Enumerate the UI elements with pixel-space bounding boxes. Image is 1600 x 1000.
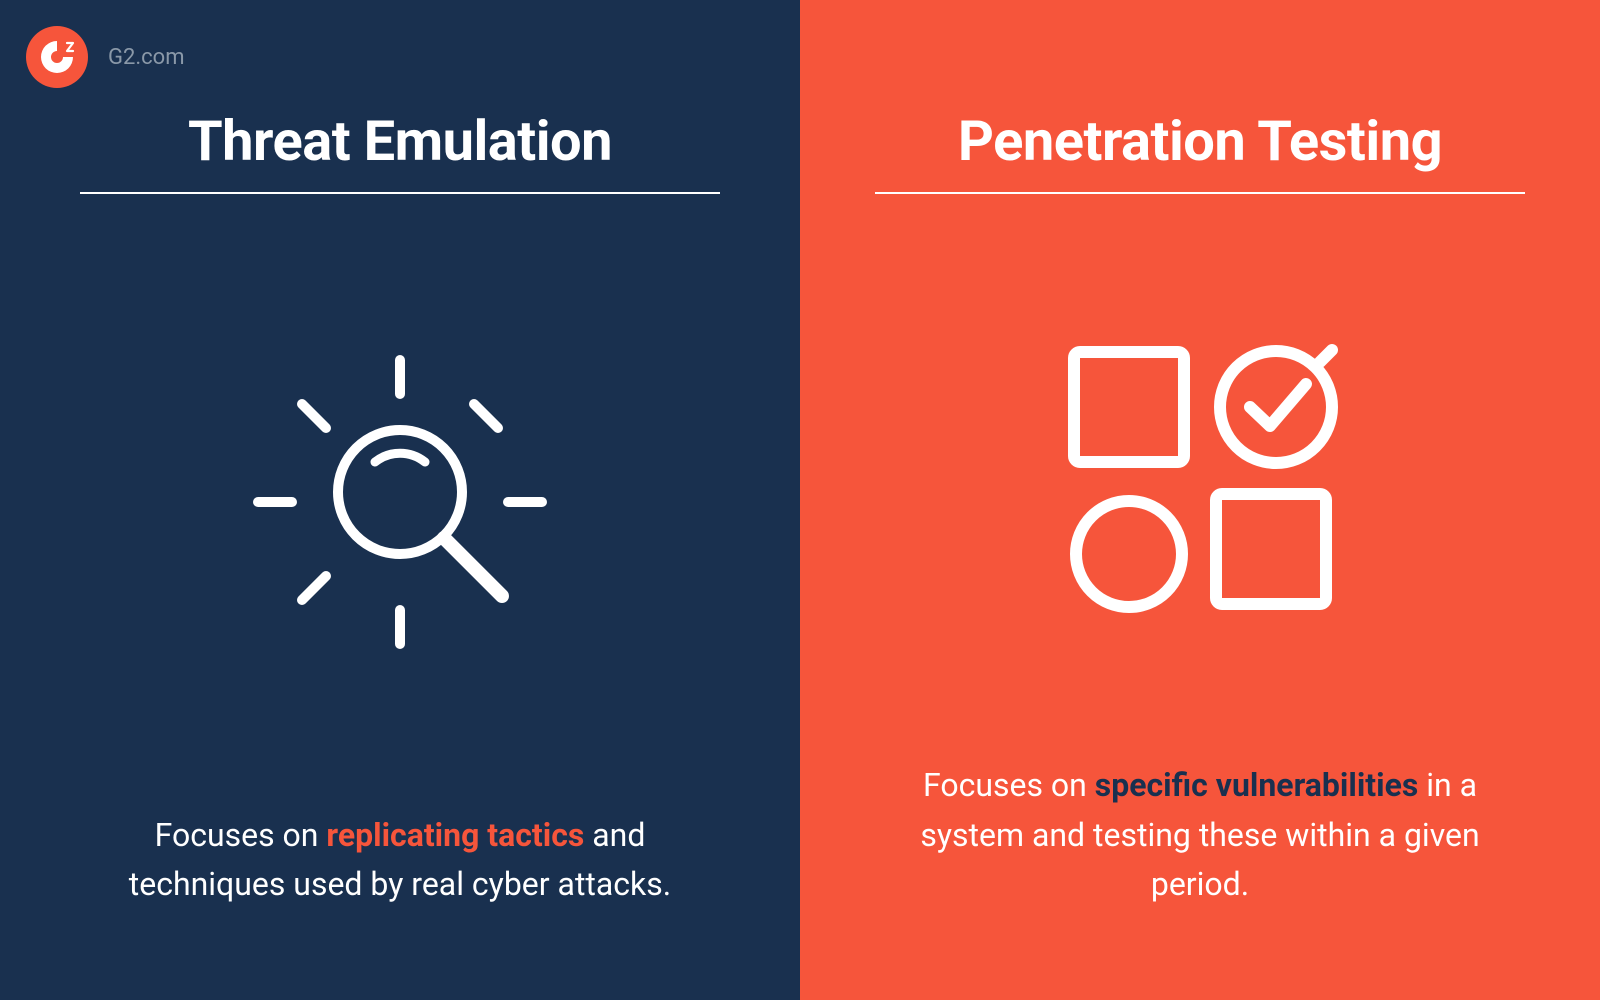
left-desc-prefix: Focuses on: [155, 816, 327, 854]
left-description: Focuses on replicating tactics and techn…: [90, 811, 710, 910]
right-title: Penetration Testing: [958, 108, 1442, 192]
brand-label: G2.com: [108, 45, 185, 70]
g2-logo: [26, 26, 88, 88]
left-icon-zone: [70, 194, 730, 811]
right-description: Focuses on specific vulnerabilities in a…: [890, 761, 1510, 910]
right-desc-prefix: Focuses on: [923, 766, 1095, 804]
left-desc-highlight: replicating tactics: [326, 816, 584, 854]
left-title: Threat Emulation: [188, 108, 612, 192]
magnifier-sun-icon: [230, 332, 570, 672]
penetration-testing-panel: Penetration Testing Focuses on specific …: [800, 0, 1600, 1000]
right-icon-zone: [870, 194, 1530, 761]
right-desc-highlight: specific vulnerabilities: [1095, 766, 1419, 804]
shapes-grid-icon: [1030, 308, 1370, 648]
header: G2.com: [26, 26, 185, 88]
g2-logo-icon: [37, 37, 77, 77]
threat-emulation-panel: G2.com Threat Emulation Fo: [0, 0, 800, 1000]
